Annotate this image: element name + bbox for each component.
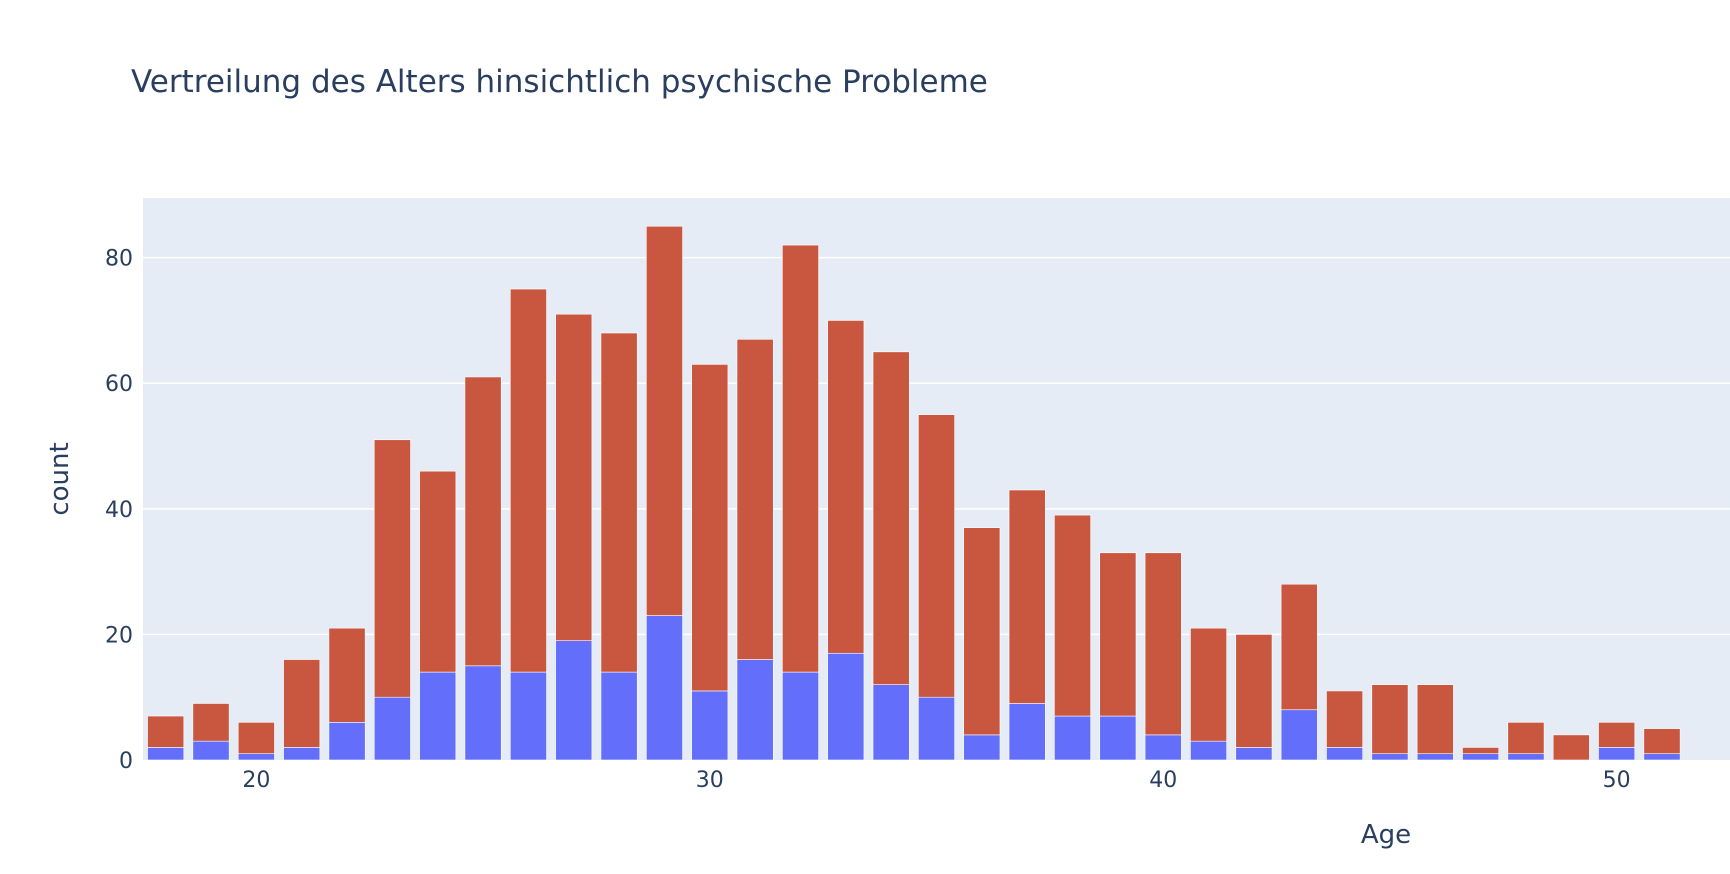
y-tick-label: 0 — [119, 749, 133, 774]
bar-lower-age-42 — [1235, 747, 1273, 761]
x-tick-label: 20 — [242, 768, 270, 793]
bar-upper-age-44 — [1326, 690, 1364, 748]
x-axis-ticks: 20 30 40 50 — [242, 768, 1630, 793]
bar-upper-age-35 — [918, 414, 955, 698]
bar-lower-age-35 — [918, 696, 955, 761]
bar-upper-age-47 — [1462, 747, 1500, 755]
bar-lower-age-41 — [1190, 740, 1227, 761]
bar-upper-age-26 — [509, 288, 547, 673]
bar-lower-age-26 — [509, 671, 547, 761]
bar-upper-age-50 — [1598, 722, 1636, 748]
bar-lower-age-32 — [782, 671, 819, 761]
bar-upper-age-22 — [328, 627, 366, 723]
bar-lower-age-39 — [1099, 715, 1137, 761]
bar-lower-age-25 — [464, 665, 502, 761]
bar-lower-age-22 — [328, 722, 366, 761]
y-axis-title: count — [45, 442, 75, 515]
bar-lower-age-27 — [555, 640, 593, 761]
bar-lower-age-23 — [373, 696, 411, 761]
bar-lower-age-24 — [419, 671, 457, 761]
bar-lower-age-19 — [192, 740, 230, 761]
bar-upper-age-27 — [555, 313, 593, 641]
bar-upper-age-34 — [872, 351, 910, 685]
y-tick-label: 60 — [105, 372, 133, 397]
bar-upper-age-43 — [1280, 583, 1318, 711]
bar-upper-age-33 — [827, 320, 865, 654]
y-tick-label: 40 — [105, 498, 133, 523]
bar-upper-age-18 — [147, 715, 185, 748]
bar-lower-age-28 — [600, 671, 638, 761]
bar-upper-age-28 — [600, 332, 638, 673]
bar-lower-age-30 — [691, 690, 729, 761]
bar-upper-age-24 — [419, 470, 457, 673]
x-tick-label: 50 — [1603, 768, 1631, 793]
bar-lower-age-40 — [1144, 734, 1182, 761]
x-tick-label: 30 — [696, 768, 724, 793]
bar-upper-age-32 — [782, 244, 819, 673]
bar-upper-age-36 — [963, 527, 1001, 736]
bar-upper-age-38 — [1054, 514, 1091, 717]
bar-upper-age-21 — [283, 659, 321, 748]
bar-lower-age-20 — [237, 753, 275, 761]
bar-upper-age-30 — [691, 364, 729, 692]
bar-lower-age-31 — [736, 659, 774, 761]
bar-lower-age-36 — [963, 734, 1001, 761]
bar-upper-age-42 — [1235, 634, 1273, 748]
bar-upper-age-31 — [736, 338, 774, 660]
y-tick-label: 80 — [105, 247, 133, 272]
bar-upper-age-48 — [1507, 722, 1545, 755]
bar-lower-age-18 — [147, 747, 185, 761]
bar-lower-age-50 — [1598, 747, 1636, 761]
bar-lower-age-45 — [1371, 753, 1409, 761]
bar-lower-age-48 — [1507, 753, 1545, 761]
bar-upper-age-39 — [1099, 552, 1137, 717]
bar-lower-age-47 — [1462, 753, 1500, 761]
bars — [147, 225, 1681, 761]
bar-lower-age-46 — [1416, 753, 1454, 761]
chart-title: Vertreilung des Alters hinsichtlich psyc… — [131, 64, 988, 100]
bar-upper-age-25 — [464, 376, 502, 667]
bar-lower-age-51 — [1643, 753, 1681, 761]
bar-upper-age-23 — [373, 439, 411, 698]
bar-upper-age-19 — [192, 703, 230, 742]
bar-upper-age-51 — [1643, 728, 1681, 755]
bar-lower-age-37 — [1008, 703, 1046, 761]
x-tick-label: 40 — [1149, 768, 1177, 793]
bar-lower-age-38 — [1054, 715, 1091, 761]
bar-lower-age-44 — [1326, 747, 1364, 761]
bar-upper-age-49 — [1552, 734, 1590, 761]
bar-lower-age-34 — [872, 684, 910, 761]
bar-lower-age-43 — [1280, 709, 1318, 761]
x-axis-title: Age — [1361, 820, 1411, 850]
bar-upper-age-40 — [1144, 552, 1182, 736]
bar-upper-age-46 — [1416, 684, 1454, 755]
bar-upper-age-29 — [646, 225, 683, 616]
bar-lower-age-29 — [646, 615, 683, 761]
bar-lower-age-33 — [827, 652, 865, 761]
bar-lower-age-21 — [283, 747, 321, 761]
bar-upper-age-45 — [1371, 684, 1409, 755]
bar-upper-age-20 — [237, 722, 275, 755]
y-axis-ticks: 0 20 40 60 80 — [105, 247, 133, 774]
bar-upper-age-41 — [1190, 627, 1227, 742]
y-tick-label: 20 — [105, 623, 133, 648]
bar-upper-age-37 — [1008, 489, 1046, 704]
